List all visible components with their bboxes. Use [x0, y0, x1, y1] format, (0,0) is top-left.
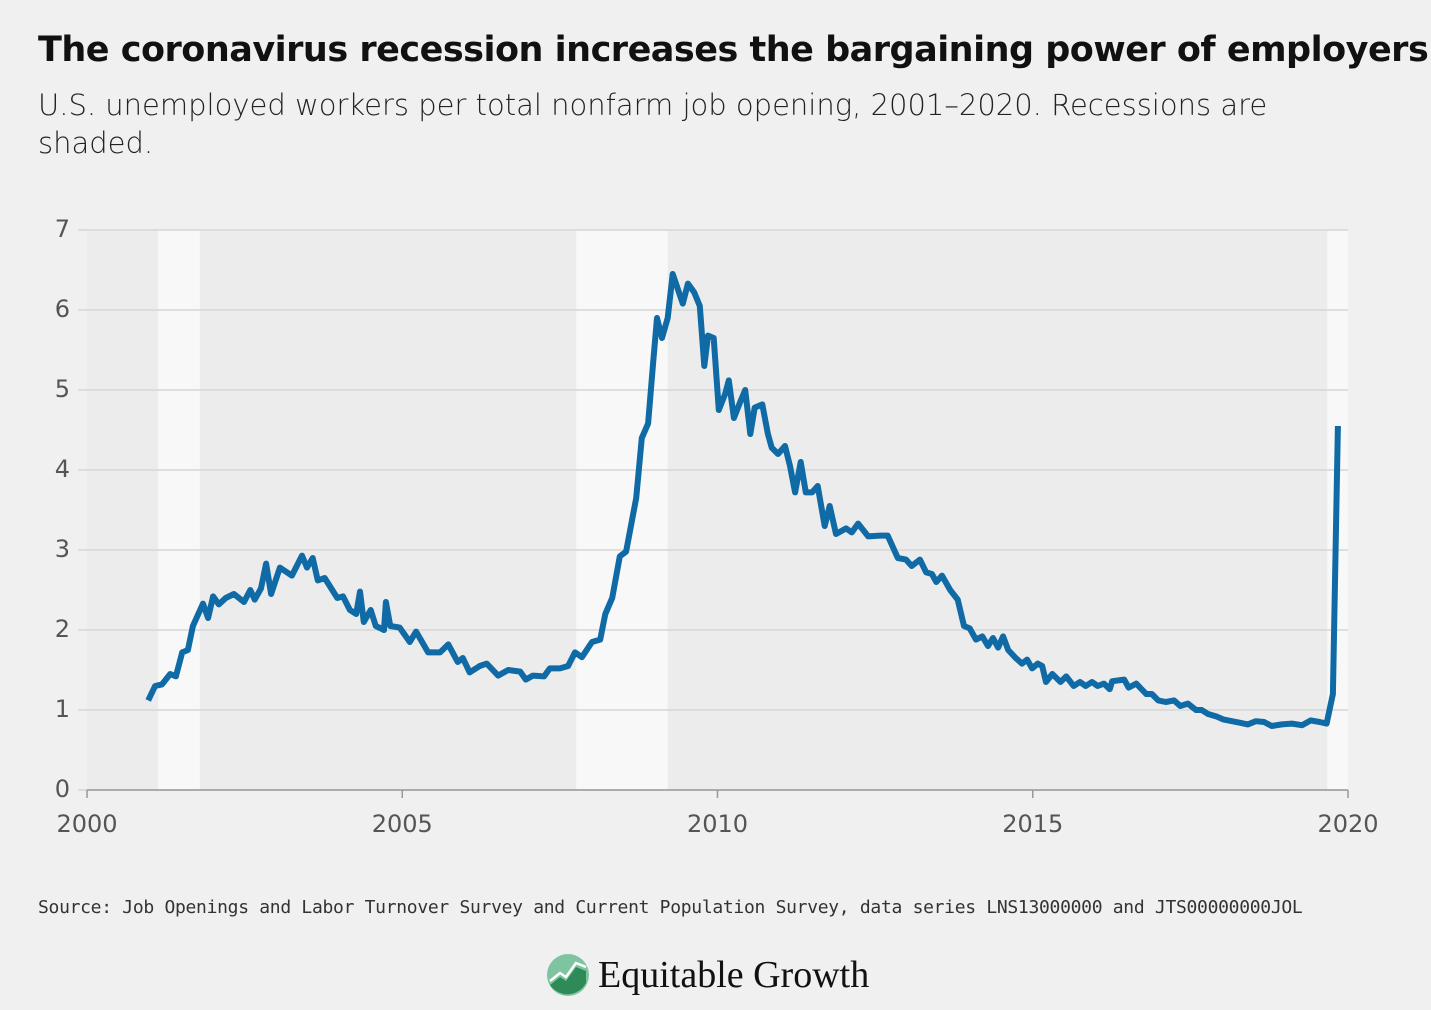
x-tick-label: 2000 — [56, 810, 117, 838]
data-line — [145, 271, 1341, 729]
y-tick-label: 6 — [55, 295, 70, 323]
y-tick-label: 3 — [55, 535, 70, 563]
x-tick-label: 2010 — [687, 810, 748, 838]
y-tick-label: 1 — [55, 695, 70, 723]
chart: 0 1 2 3 4 5 6 7 2000 2005 2010 2015 2020 — [55, 215, 1379, 838]
x-tick-label: 2005 — [372, 810, 433, 838]
y-tick-label: 7 — [55, 215, 70, 243]
x-tick-label: 2020 — [1317, 810, 1378, 838]
recession-band — [158, 230, 200, 790]
y-tick-label: 2 — [55, 615, 70, 643]
logo-text: Equitable Growth — [598, 954, 870, 996]
y-tick-label: 5 — [55, 375, 70, 403]
y-tick-label: 4 — [55, 455, 70, 483]
plot-background — [87, 230, 1348, 790]
logo: Equitable Growth — [546, 950, 869, 1000]
chart-subtitle: U.S. unemployed workers per total nonfar… — [38, 88, 1268, 160]
source-note: Source: Job Openings and Labor Turnover … — [38, 897, 1303, 918]
x-tick-label: 2015 — [1002, 810, 1063, 838]
chart-title: The coronavirus recession increases the … — [38, 30, 1429, 70]
y-tick-label: 0 — [55, 775, 70, 803]
logo-icon — [547, 954, 589, 996]
recession-band — [576, 230, 668, 790]
